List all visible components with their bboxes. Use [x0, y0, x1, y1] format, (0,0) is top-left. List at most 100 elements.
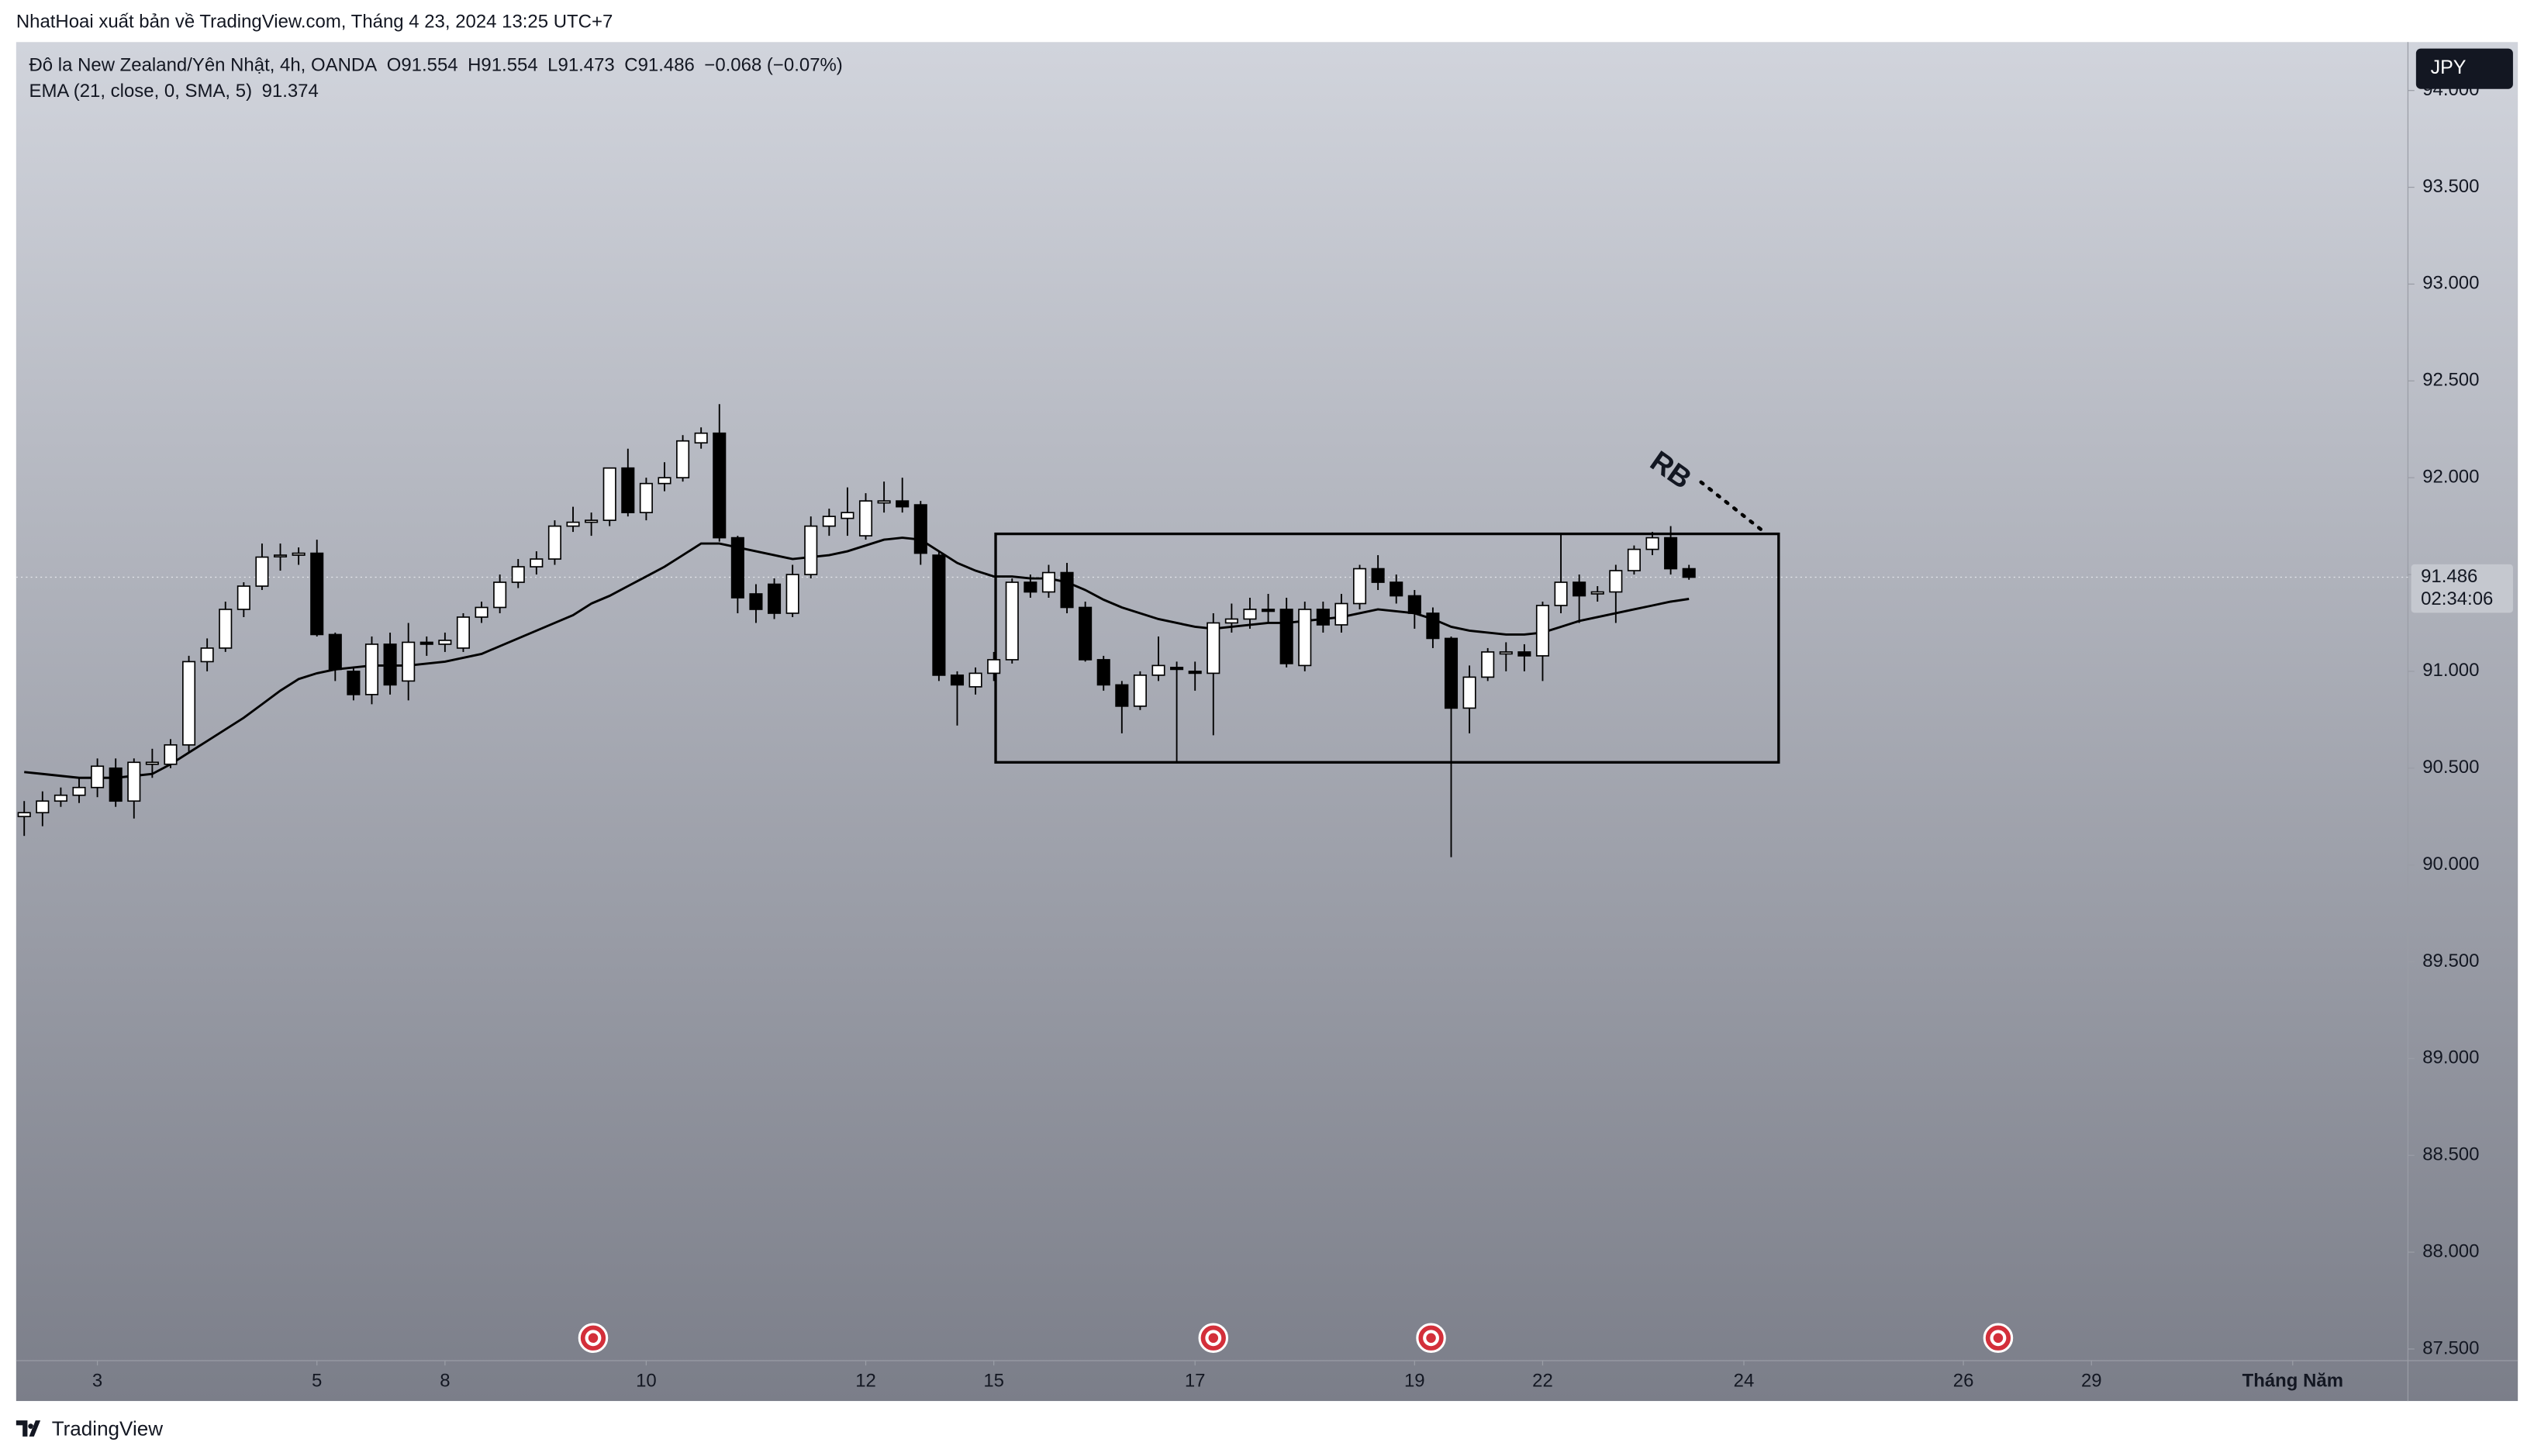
candle-body — [1151, 664, 1165, 676]
candle-body — [328, 633, 342, 671]
candle — [1060, 563, 1074, 613]
y-tick-label: 89.000 — [2422, 1047, 2479, 1068]
candle-body — [1407, 595, 1421, 614]
currency-box — [2415, 48, 2513, 89]
candle-body — [585, 519, 599, 523]
candle-body — [1079, 606, 1093, 661]
candle-body — [475, 606, 489, 618]
candle — [1243, 598, 1257, 629]
candle — [547, 520, 561, 565]
candle-body — [858, 500, 873, 537]
candle — [841, 487, 854, 537]
candle — [621, 448, 635, 517]
x-tick-label: Tháng Năm — [2242, 1370, 2343, 1391]
candle — [91, 758, 105, 798]
symbol: Đô la New Zealand/Yên Nhật, 4h, OANDA — [29, 55, 378, 76]
candle-body — [602, 467, 616, 521]
candle-body — [383, 643, 397, 686]
candle — [347, 667, 361, 701]
candle — [493, 574, 507, 613]
candle — [566, 506, 580, 533]
candle-body — [1133, 675, 1147, 707]
candle-body — [694, 432, 708, 444]
candle-body — [200, 647, 214, 663]
last-price-box — [2411, 564, 2513, 613]
candle — [1573, 574, 1586, 623]
candle — [1407, 590, 1421, 629]
candle-body — [1573, 581, 1586, 597]
candle-body — [1298, 609, 1312, 667]
legend-open: O91.554 — [387, 55, 458, 76]
candle — [1371, 555, 1385, 591]
candle-body — [1444, 637, 1459, 709]
candle-body — [17, 812, 31, 818]
ema-label: EMA (21, close, 0, SMA, 5) — [29, 81, 253, 102]
candle — [1041, 564, 1055, 599]
candle-body — [292, 552, 306, 556]
y-tick-label: 93.500 — [2422, 176, 2479, 197]
candle — [1426, 607, 1440, 648]
candle-body — [1262, 609, 1276, 612]
y-tick-label: 93.000 — [2422, 273, 2479, 294]
candle-body — [1645, 537, 1659, 550]
candle-body — [164, 744, 178, 765]
candle — [968, 667, 982, 695]
candle — [273, 543, 288, 571]
candle-body — [1371, 568, 1385, 583]
candle-body — [145, 761, 159, 765]
candle-body — [877, 500, 891, 504]
candle — [1188, 661, 1202, 691]
candle — [1481, 647, 1495, 681]
candle-body — [676, 440, 690, 479]
candle — [511, 559, 525, 588]
candle — [54, 787, 67, 807]
candle-body — [896, 500, 910, 508]
publisher: NhatHoai xuất bản về TradingView.com, Th… — [16, 12, 613, 33]
candle — [1151, 636, 1165, 681]
candle — [1096, 655, 1110, 691]
candle — [639, 478, 653, 521]
candle-body — [530, 558, 544, 568]
candle — [585, 512, 599, 537]
candle-body — [1352, 568, 1367, 605]
candle-body — [91, 765, 105, 788]
candle — [602, 467, 616, 526]
candle — [182, 655, 196, 753]
candle — [1609, 564, 1623, 623]
candle — [36, 791, 50, 826]
candle-body — [1005, 581, 1019, 661]
legend-change: −0.068 (−0.07%) — [704, 55, 842, 76]
candle — [1133, 671, 1147, 710]
y-tick-label: 87.500 — [2422, 1337, 2479, 1358]
candle-body — [236, 585, 250, 610]
candle-body — [1426, 612, 1440, 640]
brand-logo — [16, 1420, 41, 1437]
candle-body — [785, 574, 799, 614]
candle — [1334, 594, 1348, 633]
candle-body — [493, 581, 507, 609]
candle — [987, 651, 1001, 681]
ema-last: 91.374 — [262, 81, 319, 102]
candle — [658, 462, 671, 492]
candle-body — [1535, 605, 1550, 657]
candle — [1224, 603, 1238, 633]
candle — [804, 516, 818, 579]
candle — [1170, 661, 1184, 763]
legend-low: L91.473 — [547, 55, 615, 76]
candle — [1517, 643, 1531, 671]
candle-body — [1188, 671, 1202, 675]
candle-body — [1041, 571, 1055, 593]
candle-body — [713, 432, 727, 539]
candle — [1499, 642, 1513, 671]
candle-body — [1499, 651, 1513, 655]
legend-ema: EMA (21, close, 0, SMA, 5) 91.374 — [29, 81, 319, 102]
countdown: 02:34:06 — [2421, 588, 2493, 609]
legend: Đô la New Zealand/Yên Nhật, 4h, OANDA O91… — [29, 55, 843, 102]
candle-body — [932, 554, 946, 676]
candle — [730, 536, 744, 613]
candle-body — [1279, 609, 1293, 664]
candle — [236, 582, 250, 617]
chart-bg — [16, 42, 2518, 1402]
candle-body — [1627, 548, 1641, 571]
